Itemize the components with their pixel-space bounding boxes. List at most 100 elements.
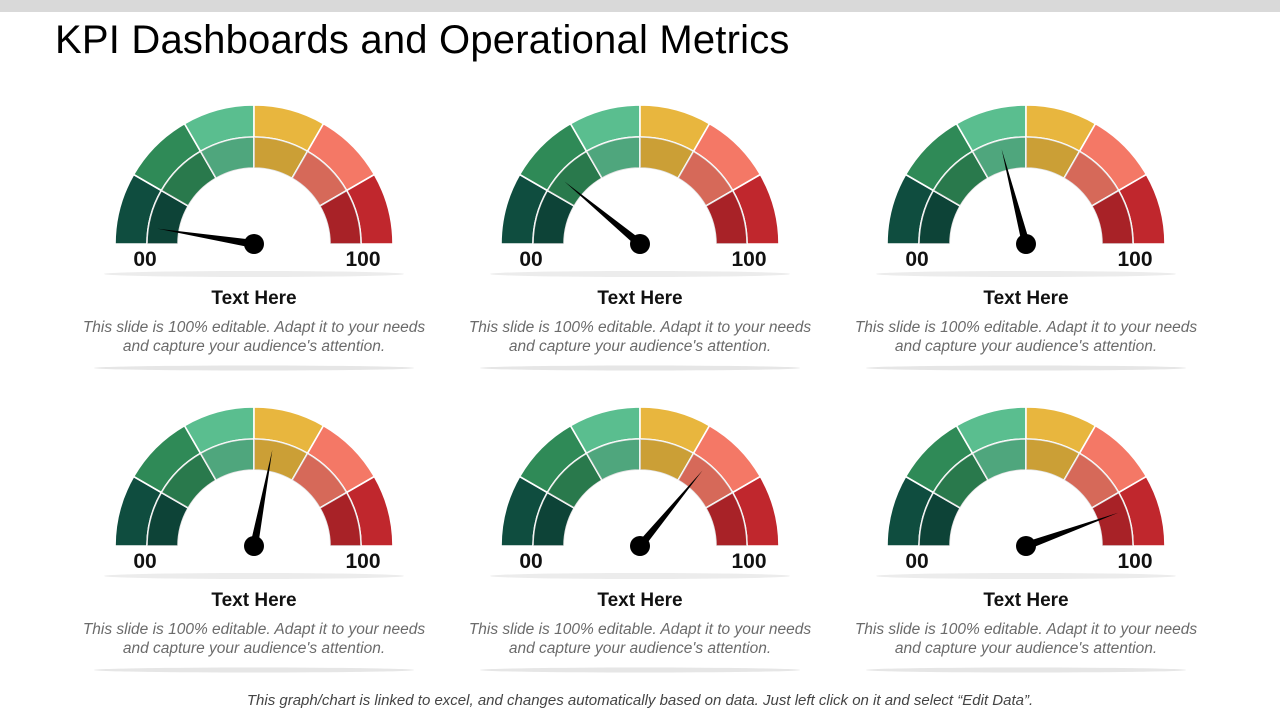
gauge-segment-shade bbox=[200, 137, 254, 179]
gauge-pivot bbox=[630, 234, 650, 254]
card-divider bbox=[480, 667, 800, 673]
gauge-segment-shade bbox=[161, 151, 216, 206]
gauge-segment-shade bbox=[919, 190, 961, 244]
gauge-card-4[interactable]: 00 100 Text Here This slide is 100% edita… bbox=[74, 400, 434, 700]
gauge-segment-shade bbox=[1091, 492, 1133, 546]
gauge-segment-shade bbox=[319, 190, 361, 244]
gauge-segment-shade bbox=[933, 151, 988, 206]
gauge-needle bbox=[250, 449, 273, 547]
gauge-pivot bbox=[630, 536, 650, 556]
gauge-segment-shade bbox=[319, 492, 361, 546]
card-divider bbox=[94, 365, 414, 371]
gauge-card-1[interactable]: 00 100 Text Here This slide is 100% edita… bbox=[74, 98, 434, 398]
card-heading: Text Here bbox=[983, 288, 1069, 309]
gauge-segment-inner bbox=[318, 491, 362, 547]
gauge-min-label: 00 bbox=[519, 550, 542, 573]
gauge-segment-shade bbox=[533, 190, 575, 244]
gauge-card-2[interactable]: 00 100 Text Here This slide is 100% edita… bbox=[460, 98, 820, 398]
gauge-needle bbox=[1001, 149, 1030, 245]
gauge-segment-inner bbox=[1090, 189, 1134, 245]
gauge-needle bbox=[1024, 512, 1119, 550]
gauge-segment-shade bbox=[705, 492, 747, 546]
card-description: This slide is 100% editable. Adapt it to… bbox=[468, 319, 812, 355]
gauge-pivot bbox=[244, 536, 264, 556]
card-divider bbox=[866, 365, 1186, 371]
gauge-segment-shade bbox=[547, 453, 602, 508]
card-divider bbox=[866, 667, 1186, 673]
gauge-needle bbox=[157, 228, 255, 248]
gauge-segment-shade bbox=[547, 151, 602, 206]
gauge-segment-shade bbox=[678, 453, 733, 508]
gauge-pivot bbox=[1016, 234, 1036, 254]
footer-note: This graph/chart is linked to excel, and… bbox=[246, 692, 1034, 709]
gauge-max-label: 100 bbox=[345, 248, 380, 271]
card-description: This slide is 100% editable. Adapt it to… bbox=[82, 621, 426, 657]
gauge-floor-shadow bbox=[104, 271, 404, 277]
gauge-max-label: 100 bbox=[1117, 248, 1152, 271]
gauge-card-6[interactable]: 00 100 Text Here This slide is 100% edita… bbox=[846, 400, 1206, 700]
gauge-floor-shadow bbox=[490, 271, 790, 277]
gauge-segment-shade bbox=[292, 453, 347, 508]
gauge-needle bbox=[564, 181, 643, 248]
gauge-segment-inner bbox=[318, 189, 362, 245]
gauge-segment-shade bbox=[586, 137, 640, 179]
gauge-segment-shade bbox=[972, 439, 1026, 481]
gauge-segment-shade bbox=[254, 137, 308, 179]
gauge-segment-inner bbox=[704, 491, 748, 547]
card-heading: Text Here bbox=[983, 590, 1069, 611]
gauge-segment-shade bbox=[586, 439, 640, 481]
gauge-chart: 00 100 bbox=[94, 406, 414, 673]
gauge-segment-shade bbox=[147, 492, 189, 546]
gauge-min-label: 00 bbox=[133, 550, 156, 573]
gauge-segment-shade bbox=[972, 137, 1026, 179]
gauge-segment-shade bbox=[147, 190, 189, 244]
gauge-segment-shade bbox=[254, 439, 308, 481]
card-divider bbox=[480, 365, 800, 371]
gauge-max-label: 100 bbox=[731, 550, 766, 573]
gauge-segment-shade bbox=[1026, 137, 1080, 179]
gauge-chart: 00 100 bbox=[94, 104, 414, 371]
card-heading: Text Here bbox=[597, 288, 683, 309]
gauge-segment-shade bbox=[919, 492, 961, 546]
gauge-floor-shadow bbox=[876, 573, 1176, 579]
card-heading: Text Here bbox=[211, 288, 297, 309]
top-band bbox=[0, 0, 1280, 12]
gauge-card-5[interactable]: 00 100 Text Here This slide is 100% edita… bbox=[460, 400, 820, 700]
gauge-segment-shade bbox=[640, 439, 694, 481]
gauge-segment-inner bbox=[1090, 491, 1134, 547]
gauge-floor-shadow bbox=[876, 271, 1176, 277]
gauge-pivot bbox=[244, 234, 264, 254]
gauge-card-3[interactable]: 00 100 Text Here This slide is 100% edita… bbox=[846, 98, 1206, 398]
gauge-segment-shade bbox=[161, 453, 216, 508]
gauge-floor-shadow bbox=[104, 573, 404, 579]
gauge-segment-shade bbox=[1091, 190, 1133, 244]
gauge-chart: 00 100 bbox=[480, 406, 800, 673]
gauge-segment-shade bbox=[533, 492, 575, 546]
page-title: KPI Dashboards and Operational Metrics bbox=[55, 18, 790, 62]
gauge-min-label: 00 bbox=[133, 248, 156, 271]
card-heading: Text Here bbox=[597, 590, 683, 611]
gauge-segment-shade bbox=[933, 453, 988, 508]
gauge-max-label: 100 bbox=[345, 550, 380, 573]
gauge-chart: 00 100 bbox=[866, 406, 1186, 673]
card-description: This slide is 100% editable. Adapt it to… bbox=[82, 319, 426, 355]
gauge-chart: 00 100 bbox=[866, 104, 1186, 371]
gauge-segment-shade bbox=[1026, 439, 1080, 481]
gauge-floor-shadow bbox=[490, 573, 790, 579]
gauge-segment-shade bbox=[1064, 151, 1119, 206]
card-description: This slide is 100% editable. Adapt it to… bbox=[854, 621, 1198, 657]
card-heading: Text Here bbox=[211, 590, 297, 611]
gauge-segment-shade bbox=[292, 151, 347, 206]
card-description: This slide is 100% editable. Adapt it to… bbox=[468, 621, 812, 657]
card-description: This slide is 100% editable. Adapt it to… bbox=[854, 319, 1198, 355]
gauge-segment-inner bbox=[704, 189, 748, 245]
gauge-max-label: 100 bbox=[1117, 550, 1152, 573]
gauge-max-label: 100 bbox=[731, 248, 766, 271]
card-divider bbox=[94, 667, 414, 673]
gauge-min-label: 00 bbox=[905, 550, 928, 573]
gauge-segment-shade bbox=[678, 151, 733, 206]
gauge-min-label: 00 bbox=[905, 248, 928, 271]
gauge-segment-shade bbox=[200, 439, 254, 481]
gauge-needle bbox=[636, 470, 703, 549]
gauge-segment-shade bbox=[1064, 453, 1119, 508]
